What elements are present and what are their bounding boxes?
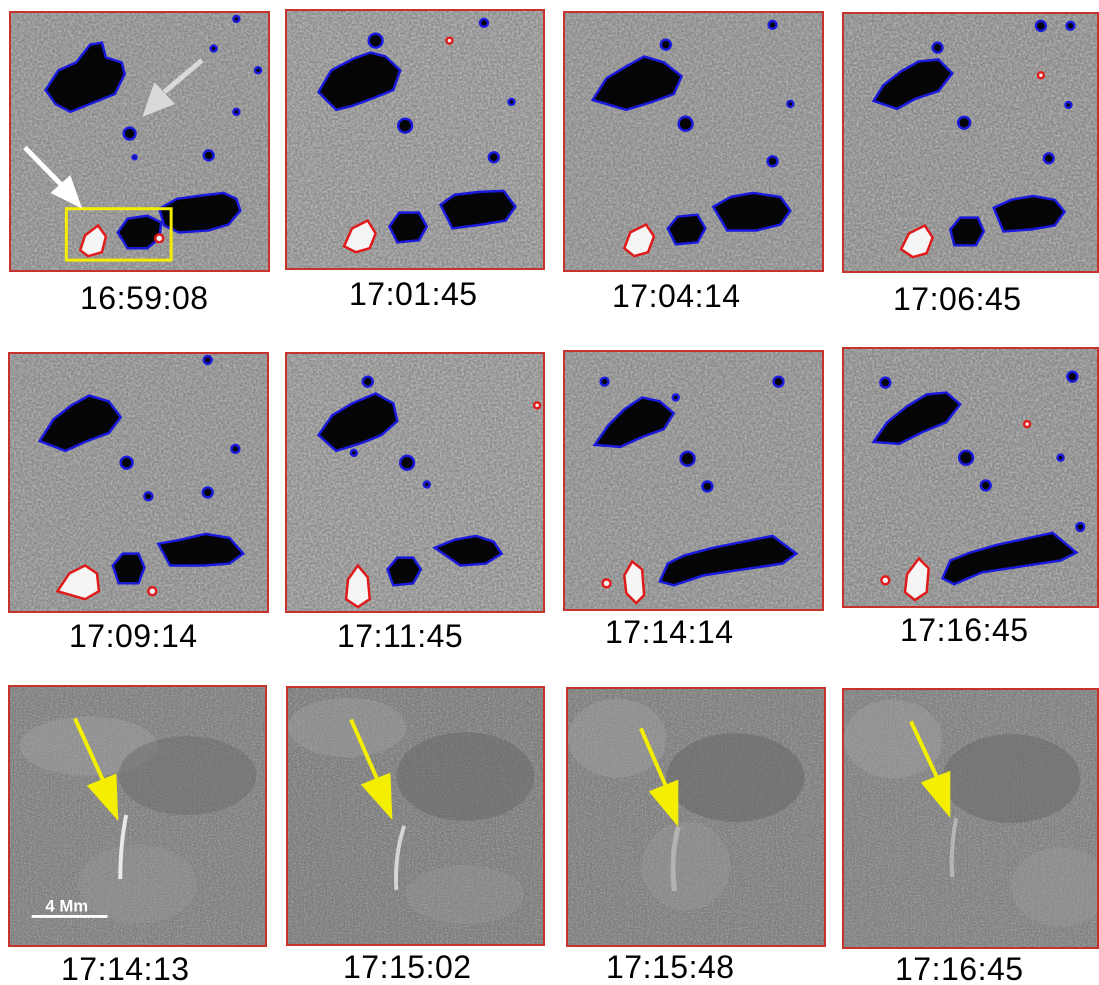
magnetogram-panel <box>842 12 1099 273</box>
negative-polarity-patch <box>590 19 795 246</box>
scale-bar-label: 4 Mm <box>45 897 88 916</box>
positive-polarity-patch <box>344 401 542 609</box>
positive-polarity-patch <box>78 223 165 258</box>
negative-polarity-patch <box>871 370 1086 586</box>
negative-polarity-patch <box>316 375 504 587</box>
timestamp-label: 16:59:08 <box>80 280 209 316</box>
yellow-arrow-icon <box>349 718 393 820</box>
negative-polarity-patch <box>871 19 1076 247</box>
intensity-panel <box>842 688 1099 949</box>
timestamp-label: 17:01:45 <box>349 276 478 312</box>
bright-loop-feature <box>394 825 407 890</box>
intensity-panel: 4 Mm <box>8 685 267 947</box>
timestamp-label: 17:14:14 <box>605 614 734 650</box>
magnetogram-panel <box>563 350 824 611</box>
gray-arrow-icon <box>142 58 204 117</box>
magnetogram-panel <box>842 347 1099 608</box>
timestamp-label: 17:16:45 <box>900 612 1029 648</box>
negative-polarity-patch <box>37 354 246 585</box>
timestamp-label: 17:15:02 <box>343 949 472 985</box>
magnetogram-panel <box>8 352 269 613</box>
negative-polarity-patch <box>316 17 517 244</box>
yellow-arrow-icon <box>73 717 119 821</box>
bright-loop-feature <box>670 826 681 892</box>
negative-polarity-patch <box>44 14 263 250</box>
white-arrow-icon <box>23 145 83 209</box>
timestamp-label: 17:11:45 <box>337 618 464 654</box>
yellow-arrow-icon <box>639 727 679 827</box>
intensity-panel <box>566 687 826 947</box>
highlight-box <box>64 207 173 262</box>
yellow-arrow-icon <box>909 720 951 819</box>
magnetogram-panel <box>563 11 824 272</box>
bright-loop-feature <box>949 817 959 878</box>
positive-polarity-patch <box>55 564 158 601</box>
positive-polarity-patch <box>601 559 646 605</box>
timestamp-label: 17:15:48 <box>606 949 735 985</box>
positive-polarity-patch <box>880 419 1032 602</box>
bright-loop-feature <box>118 814 129 880</box>
magnetogram-panel <box>285 9 545 270</box>
positive-polarity-patch <box>622 222 656 258</box>
intensity-panel <box>286 686 545 946</box>
timestamp-label: 17:09:14 <box>69 618 198 654</box>
negative-polarity-patch <box>592 375 799 587</box>
scale-bar: 4 Mm <box>31 897 108 918</box>
magnetogram-panel <box>9 11 270 272</box>
positive-polarity-patch <box>342 36 454 254</box>
positive-polarity-patch <box>899 71 1046 259</box>
magnetogram-panel <box>285 352 545 613</box>
timestamp-label: 17:14:13 <box>61 951 190 985</box>
timestamp-label: 17:04:14 <box>612 278 741 314</box>
timestamp-label: 17:06:45 <box>893 281 1022 317</box>
timestamp-label: 17:16:45 <box>895 951 1024 985</box>
